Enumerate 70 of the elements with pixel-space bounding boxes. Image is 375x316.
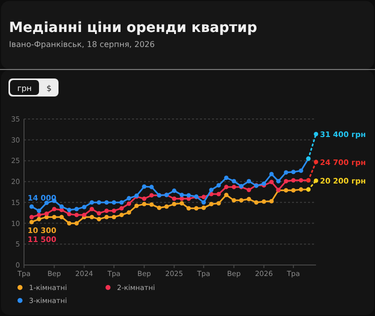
point (180, 192, 184, 198)
point (142, 184, 146, 189)
point (291, 188, 296, 193)
point (149, 202, 154, 207)
point (52, 206, 56, 212)
point (59, 204, 64, 209)
point (298, 168, 304, 173)
point (29, 204, 34, 209)
point (172, 188, 176, 193)
point (172, 196, 176, 201)
point (314, 132, 318, 136)
point (201, 194, 206, 200)
point (142, 196, 146, 201)
point (90, 206, 94, 212)
point (180, 196, 184, 201)
point (224, 192, 228, 198)
point (201, 206, 206, 210)
point (209, 188, 214, 192)
point (112, 208, 116, 213)
point (149, 193, 154, 198)
point (269, 172, 274, 176)
point (314, 160, 318, 164)
point (74, 206, 79, 212)
point (186, 193, 191, 198)
point (74, 221, 79, 226)
point (186, 206, 191, 210)
point (90, 214, 94, 220)
point (194, 206, 198, 210)
point (164, 204, 169, 209)
text: грн (17, 84, 32, 93)
point (82, 204, 86, 210)
point (126, 210, 132, 215)
point (232, 184, 236, 190)
point (52, 214, 56, 220)
point (44, 211, 49, 216)
point (134, 204, 139, 208)
point (314, 178, 318, 183)
point (67, 221, 72, 226)
point (156, 206, 162, 210)
point (224, 176, 228, 180)
text: $ (46, 84, 52, 93)
point (67, 208, 72, 212)
point (246, 188, 252, 192)
point (74, 212, 79, 218)
point (96, 216, 102, 222)
point (126, 196, 132, 200)
point (59, 214, 64, 220)
point (216, 183, 221, 188)
point (29, 220, 34, 224)
point (149, 184, 154, 190)
point (224, 184, 228, 190)
point (36, 208, 42, 213)
point (119, 206, 124, 210)
point (246, 196, 252, 202)
point (36, 216, 42, 222)
chart-subtitle: Івано-Франківськ, 18 серпня, 2026 (9, 40, 155, 49)
point (36, 212, 42, 218)
chart-title: Медіанні ціни оренди квартир (9, 20, 258, 36)
point (284, 188, 288, 193)
point (298, 187, 304, 192)
point (96, 211, 102, 216)
point (291, 170, 296, 174)
point (112, 214, 116, 220)
point (119, 212, 124, 218)
point (104, 208, 109, 213)
point (29, 214, 34, 220)
point (216, 192, 221, 196)
point (67, 212, 72, 216)
point (104, 214, 109, 220)
point (284, 170, 288, 175)
